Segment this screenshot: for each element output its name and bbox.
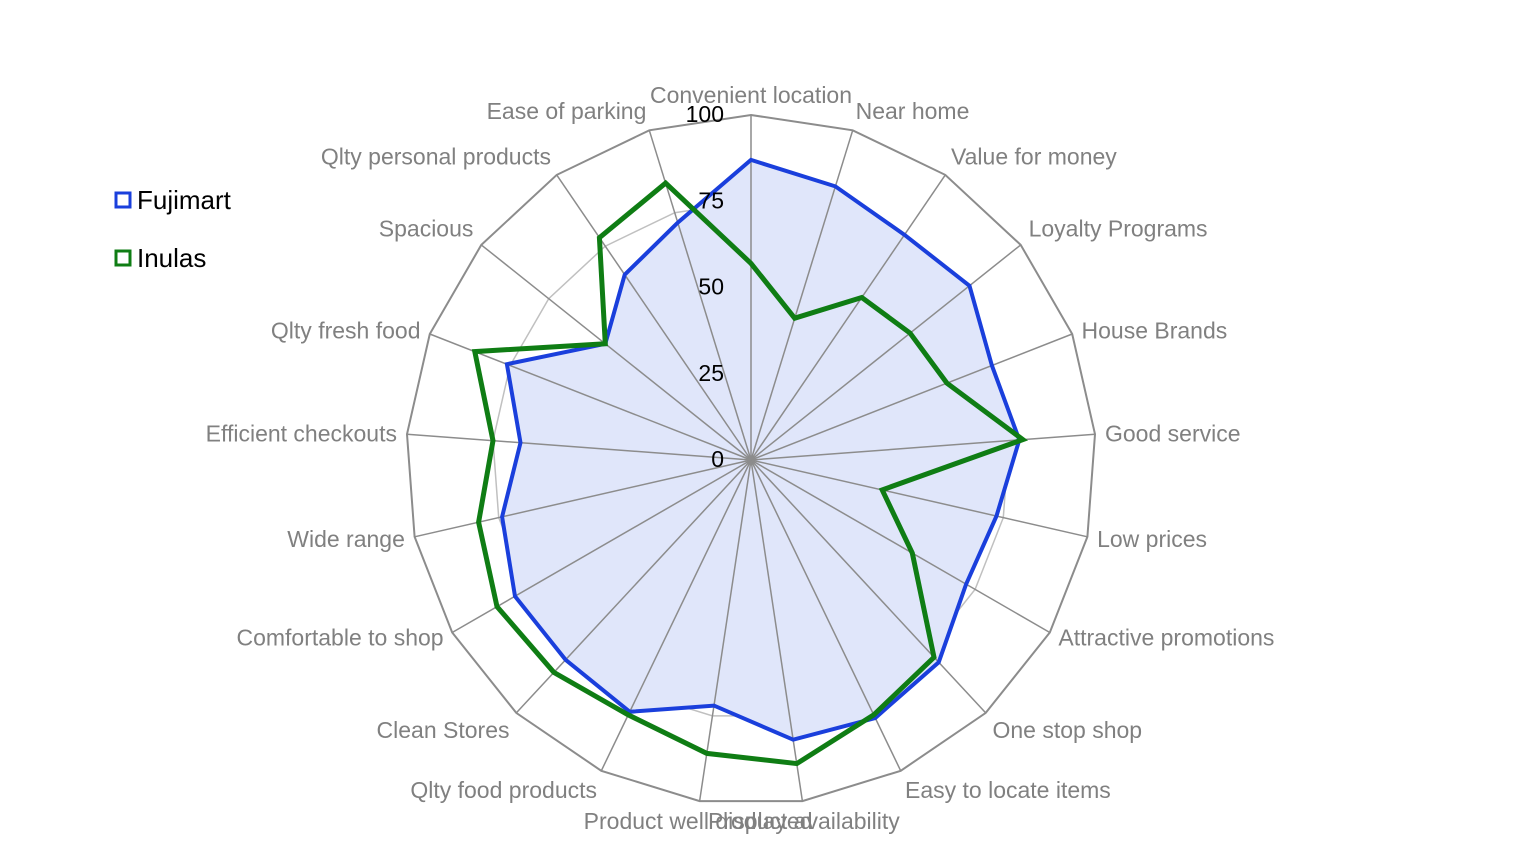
legend-swatch-fujimart [114,191,132,209]
category-label: Product well displayed [584,808,813,834]
category-label: Qlty personal products [321,144,551,170]
spoke-17 [429,333,752,461]
spoke-12 [600,459,752,772]
category-label: House Brands [1082,317,1228,343]
category-label: Value for money [951,144,1117,170]
category-label: Attractive promotions [1058,625,1274,651]
category-label: Good service [1105,421,1241,447]
category-label: Efficient checkouts [206,421,397,447]
spoke-15 [414,459,752,538]
tick-label-50: 50 [698,274,724,300]
category-label: Spacious [379,216,474,242]
spoke-2 [750,174,946,461]
legend-label-fujimart: Fujimart [137,185,232,215]
series-fill-fujimart [502,159,1020,740]
series-line-inulas [471,179,1029,767]
category-label: Comfortable to shop [236,625,443,651]
legend-swatch-inulas [114,249,132,267]
spoke-11 [698,459,752,802]
series-line-fujimart [500,157,1022,742]
category-label: Qlty food products [410,777,597,803]
series-area [406,115,1096,802]
spoke-18 [480,244,752,461]
category-label: Near home [856,98,970,124]
grid-ring-100 [405,113,1097,803]
category-label: One stop shop [993,717,1143,743]
spoke-8 [750,459,987,714]
spoke-7 [750,459,1051,634]
category-label: Easy to locate items [905,777,1111,803]
tick-label-0: 0 [711,446,724,472]
spoke-4 [750,333,1073,461]
spoke-16 [406,433,752,461]
spoke-14 [451,459,752,634]
tick-label-100: 100 [686,101,724,127]
category-label: Low prices [1097,526,1207,552]
category-label: Wide range [287,526,405,552]
legend: Fujimart Inulas [114,185,232,273]
tick-label-25: 25 [698,360,724,386]
category-label: Loyalty Programs [1029,216,1208,242]
spoke-10 [750,459,804,802]
category-label: Product availability [708,808,900,834]
category-label: Ease of parking [487,98,647,124]
tick-label-75: 75 [698,187,724,213]
spoke-3 [750,244,1022,461]
category-label: Clean Stores [377,717,510,743]
spoke-6 [750,459,1088,538]
spoke-19 [556,174,752,461]
radial-ticks: 0 25 50 75 100 [686,101,724,472]
category-label: Convenient location [650,82,852,108]
spoke-5 [750,433,1096,461]
legend-label-inulas: Inulas [137,243,206,273]
category-label: Qlty fresh food [271,317,421,343]
